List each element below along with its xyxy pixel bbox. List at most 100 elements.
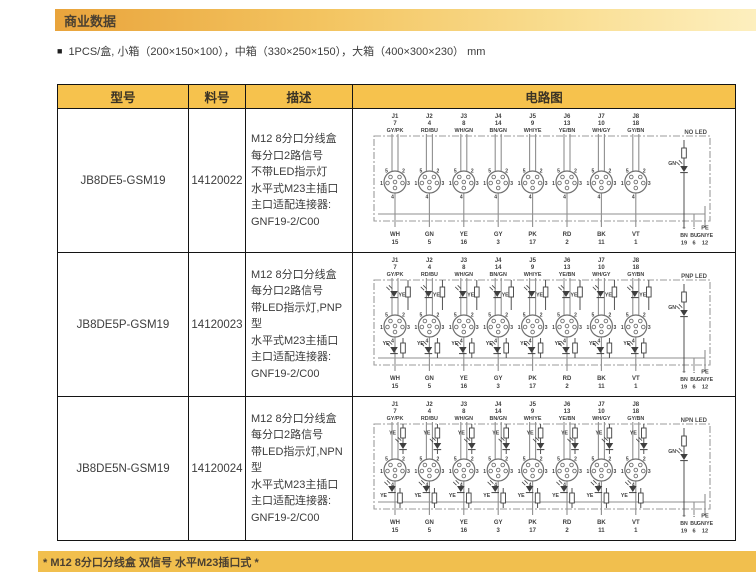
svg-text:BU: BU xyxy=(690,377,698,383)
svg-text:BN: BN xyxy=(680,521,688,527)
svg-text:2: 2 xyxy=(608,313,611,319)
svg-text:1: 1 xyxy=(552,325,555,331)
svg-text:1: 1 xyxy=(380,469,383,475)
svg-text:YE/BN: YE/BN xyxy=(558,416,575,422)
svg-text:5: 5 xyxy=(591,313,594,319)
svg-text:5: 5 xyxy=(453,169,456,175)
svg-text:GY/BN: GY/BN xyxy=(627,272,644,278)
description-line: 水平式M23主插口 xyxy=(251,478,339,491)
svg-text:15: 15 xyxy=(391,384,398,390)
svg-text:GY/PK: GY/PK xyxy=(386,128,403,134)
svg-text:5: 5 xyxy=(385,169,388,175)
svg-text:16: 16 xyxy=(460,240,467,246)
svg-text:YE: YE xyxy=(398,293,405,299)
svg-text:YE: YE xyxy=(380,493,387,499)
svg-text:+: + xyxy=(682,514,686,520)
svg-text:4: 4 xyxy=(425,195,428,201)
svg-text:PE: PE xyxy=(701,226,709,232)
svg-text:2: 2 xyxy=(574,169,577,175)
svg-text:11: 11 xyxy=(598,384,605,390)
svg-text:2: 2 xyxy=(505,313,508,319)
svg-text:2: 2 xyxy=(470,169,473,175)
svg-text:3: 3 xyxy=(407,181,410,187)
product-spec-table: 型号 料号 描述 电路图 JB8DE5-GSM19 14120022 M12 8… xyxy=(57,84,736,541)
svg-text:1: 1 xyxy=(448,469,451,475)
svg-text:5: 5 xyxy=(625,313,628,319)
svg-text:10: 10 xyxy=(598,409,605,415)
svg-text:YE: YE xyxy=(432,293,439,299)
svg-text:9: 9 xyxy=(530,409,534,415)
svg-text:YE: YE xyxy=(604,293,611,299)
svg-text:WH/YE: WH/YE xyxy=(523,272,541,278)
svg-text:J5: J5 xyxy=(529,402,536,408)
svg-text:BN/GN: BN/GN xyxy=(489,416,506,422)
svg-text:9: 9 xyxy=(530,265,534,271)
svg-text:YE: YE xyxy=(552,493,559,499)
svg-text:YE: YE xyxy=(459,520,467,526)
svg-text:3: 3 xyxy=(579,469,582,475)
svg-text:BU: BU xyxy=(690,521,698,527)
svg-text:2: 2 xyxy=(470,457,473,463)
svg-text:5: 5 xyxy=(522,169,525,175)
svg-text:J2: J2 xyxy=(426,114,433,120)
table-body: JB8DE5-GSM19 14120022 M12 8分口分线盒 每分口2路信号不… xyxy=(57,108,736,541)
svg-text:RD: RD xyxy=(562,520,571,526)
svg-text:6: 6 xyxy=(692,385,695,391)
svg-text:3: 3 xyxy=(544,469,547,475)
svg-text:BU: BU xyxy=(690,233,698,239)
circuit-diagram-cell: NPN LED J1 7 GY/PK 5 2 1 3 4 YE YE WH 15 J2 4 RD/BU 5 2 1 3… xyxy=(352,396,736,541)
svg-text:4: 4 xyxy=(631,339,634,345)
description-cell: M12 8分口分线盒 每分口2路信号 带LED指示灯,NPN型 水平式M23主插口 主口… xyxy=(245,396,353,541)
svg-text:5: 5 xyxy=(419,313,422,319)
svg-text:GY: GY xyxy=(493,520,502,526)
svg-text:YE: YE xyxy=(526,431,533,437)
svg-text:J6: J6 xyxy=(563,258,570,264)
svg-text:5: 5 xyxy=(625,457,628,463)
svg-text:YE/BN: YE/BN xyxy=(558,128,575,134)
svg-text:4: 4 xyxy=(597,483,600,489)
svg-text:12: 12 xyxy=(701,385,707,391)
col-header-description: 描述 xyxy=(245,84,353,109)
svg-text:PK: PK xyxy=(528,232,537,238)
svg-text:1: 1 xyxy=(483,325,486,331)
svg-text:BN: BN xyxy=(680,233,688,239)
svg-text:3: 3 xyxy=(496,384,500,390)
footer-bar: * M12 8分口分线盒 双信号 水平M23插口式 * xyxy=(38,551,756,572)
svg-text:5: 5 xyxy=(488,169,491,175)
description-line: 水平式M23主插口 xyxy=(251,182,339,195)
svg-text:J2: J2 xyxy=(426,402,433,408)
svg-text:1: 1 xyxy=(483,469,486,475)
svg-text:4: 4 xyxy=(563,483,566,489)
svg-text:YE: YE xyxy=(517,493,524,499)
svg-text:-: - xyxy=(693,226,695,232)
svg-text:5: 5 xyxy=(385,313,388,319)
svg-text:WH/GN: WH/GN xyxy=(454,272,473,278)
description-cell: M12 8分口分线盒 每分口2路信号 不带LED指示灯 水平式M23主插口 主口适配连接… xyxy=(245,108,353,253)
svg-text:3: 3 xyxy=(544,181,547,187)
svg-text:4: 4 xyxy=(425,483,428,489)
svg-text:3: 3 xyxy=(496,240,500,246)
svg-text:5: 5 xyxy=(488,313,491,319)
svg-text:J3: J3 xyxy=(460,258,467,264)
svg-text:WH/GY: WH/GY xyxy=(592,128,611,134)
svg-text:GN: GN xyxy=(668,161,676,167)
svg-text:1: 1 xyxy=(380,325,383,331)
svg-text:4: 4 xyxy=(563,339,566,345)
svg-text:GY/BN: GY/BN xyxy=(627,128,644,134)
section-header-bar: 商业数据 xyxy=(55,9,756,31)
svg-text:4: 4 xyxy=(494,483,497,489)
svg-text:12: 12 xyxy=(701,529,707,535)
svg-text:4: 4 xyxy=(459,339,462,345)
svg-text:1: 1 xyxy=(517,181,520,187)
svg-text:1: 1 xyxy=(620,181,623,187)
svg-text:11: 11 xyxy=(598,528,605,534)
svg-text:5: 5 xyxy=(488,457,491,463)
svg-text:8: 8 xyxy=(462,121,466,127)
svg-text:YE: YE xyxy=(389,431,396,437)
svg-text:WH: WH xyxy=(390,232,400,238)
svg-text:2: 2 xyxy=(574,457,577,463)
svg-text:5: 5 xyxy=(427,384,431,390)
model-cell: JB8DE5-GSM19 xyxy=(57,108,189,253)
svg-text:PE: PE xyxy=(701,514,709,520)
svg-text:YE: YE xyxy=(561,431,568,437)
